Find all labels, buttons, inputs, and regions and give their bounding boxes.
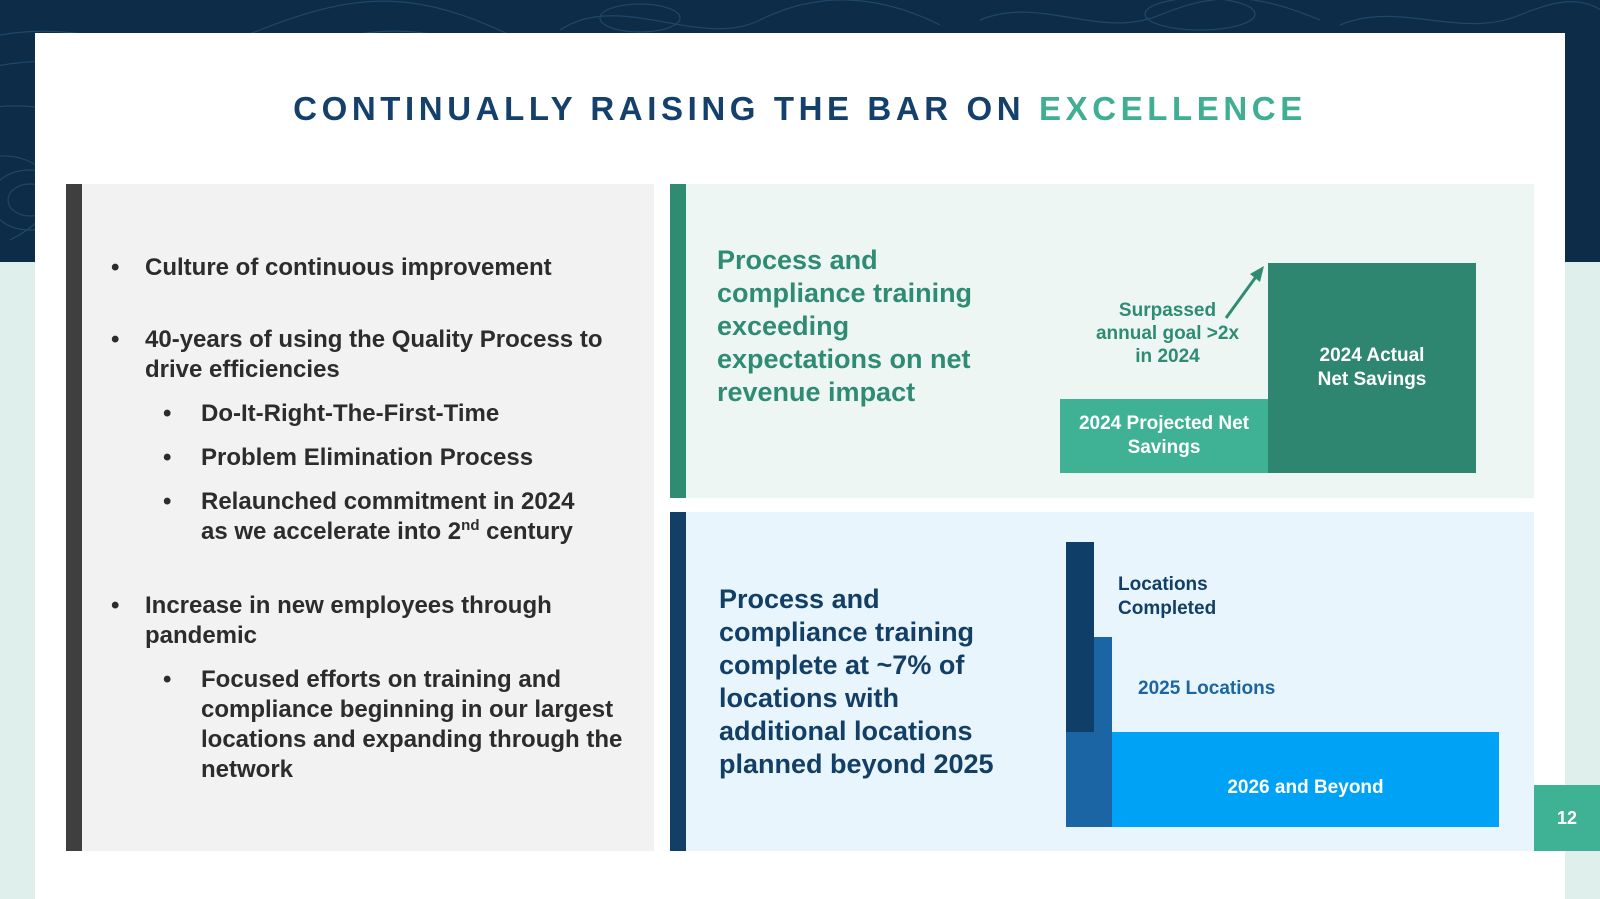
actual-savings-box: 2024 Actual Net Savings <box>1268 263 1476 473</box>
segment-locations-completed <box>1066 542 1094 732</box>
arrow-up-right-icon <box>1224 266 1264 319</box>
bullet-text: Relaunched commitment in 2024 <box>201 488 575 515</box>
subbullet-do-it-right: • Do-It-Right-The-First-Time <box>163 399 631 429</box>
bullet-quality-process: • 40-years of using the Quality Process … <box>111 325 625 385</box>
bullet-text-line2: as we accelerate into 2 <box>201 518 462 545</box>
bullet-text: Focused efforts on training and complian… <box>201 666 623 783</box>
title-accent: EXCELLENCE <box>1038 90 1307 127</box>
projected-savings-box: 2024 Projected Net Savings <box>1060 399 1268 473</box>
subbullet-problem-elimination: • Problem Elimination Process <box>163 443 631 473</box>
bullet-text: Culture of continuous improvement <box>145 254 552 281</box>
left-panel <box>66 184 654 851</box>
bullet-dot: • <box>111 254 120 281</box>
bullet-dot: • <box>163 488 172 515</box>
left-panel-accent-bar <box>66 184 82 851</box>
page-number: 12 <box>1534 785 1600 851</box>
actual-savings-label: 2024 Actual Net Savings <box>1317 345 1427 390</box>
bullet-dot: • <box>111 326 120 353</box>
savings-panel-accent-bar <box>670 184 686 498</box>
bullet-text: 40-years of using the Quality Process to… <box>145 326 603 383</box>
locations-completed-label: Locations Completed <box>1118 574 1217 619</box>
slide-title: CONTINUALLY RAISING THE BAR ON EXCELLENC… <box>0 90 1600 128</box>
bullet-dot: • <box>163 666 172 693</box>
bullet-culture: • Culture of continuous improvement <box>111 253 625 283</box>
ordinal-suffix: nd <box>461 517 480 534</box>
locations-panel-text: Process and compliance training complete… <box>719 584 994 779</box>
bullet-dot: • <box>163 400 172 427</box>
bullet-text: Problem Elimination Process <box>201 444 534 471</box>
bullet-text-end: century <box>479 518 573 545</box>
locations-beyond-label: 2026 and Beyond <box>1227 777 1384 798</box>
bullet-text: Do-It-Right-The-First-Time <box>201 400 500 427</box>
locations-panel-accent-bar <box>670 512 686 851</box>
title-main: CONTINUALLY RAISING THE BAR ON <box>293 90 1026 127</box>
bullet-dot: • <box>111 592 120 619</box>
savings-panel-text: Process and compliance training exceedin… <box>717 245 973 407</box>
subbullet-relaunched: • Relaunched commitment in 2024 as we ac… <box>163 487 631 547</box>
segment-2026-and-beyond <box>1112 732 1499 827</box>
projected-savings-label: 2024 Projected Net Savings <box>1078 413 1250 458</box>
subbullet-focused-efforts: • Focused efforts on training and compli… <box>163 665 631 785</box>
bullet-new-employees: • Increase in new employees through pand… <box>111 591 625 651</box>
bullet-dot: • <box>163 444 172 471</box>
surpassed-goal-label: Surpassed annual goal >2x in 2024 <box>1095 300 1240 367</box>
locations-2025-label: 2025 Locations <box>1138 678 1276 699</box>
bullet-text: Increase in new employees through pandem… <box>145 592 552 649</box>
